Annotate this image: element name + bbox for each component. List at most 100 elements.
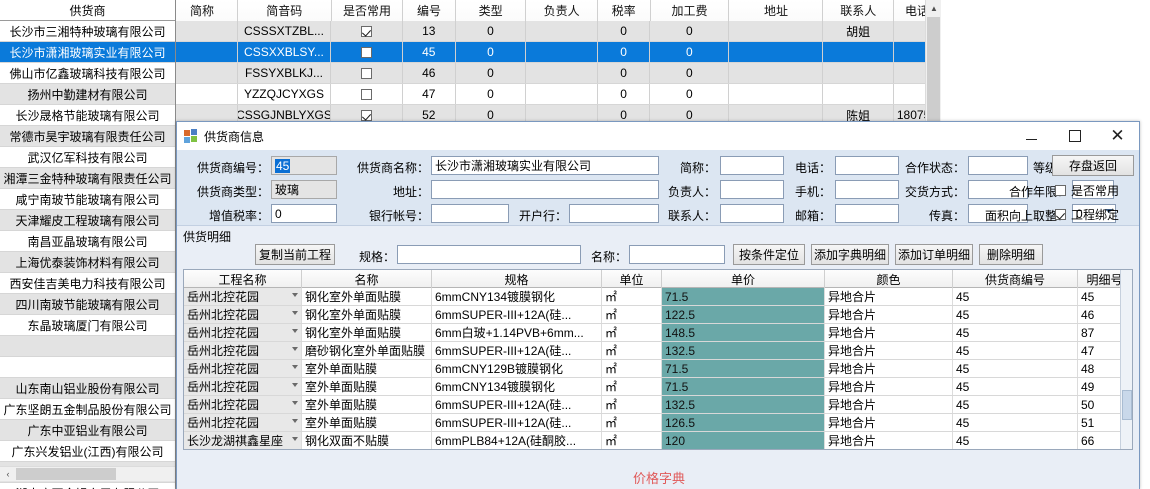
background-column-header[interactable]: 负责人 xyxy=(526,0,598,21)
chevron-down-icon[interactable] xyxy=(292,347,298,351)
sidebar-item[interactable] xyxy=(0,336,175,357)
is-common-checkbox[interactable] xyxy=(1055,185,1066,196)
delivery-input[interactable] xyxy=(968,180,1028,199)
sidebar-item[interactable] xyxy=(0,357,175,378)
is-common-checkbox[interactable] xyxy=(361,67,373,79)
locate-by-condition-button[interactable]: 按条件定位 xyxy=(733,244,805,265)
address-input[interactable] xyxy=(431,180,659,199)
detail-row[interactable]: 岳州北控花园 磨砂钢化室外单面贴膜 6mmSUPER-III+12A(硅... ㎡ 13… xyxy=(184,342,1132,360)
supplier-type-input[interactable]: 玻璃 xyxy=(271,180,337,199)
is-common-checkbox[interactable] xyxy=(361,109,373,121)
sidebar-item[interactable]: 山东南山铝业股份有限公司 xyxy=(0,378,175,399)
add-order-detail-button[interactable]: 添加订单明细 xyxy=(895,244,973,265)
sidebar-item[interactable]: 上海优泰装饰材料有限公司 xyxy=(0,252,175,273)
minimize-icon[interactable] xyxy=(1010,122,1053,150)
bank-acct-input[interactable] xyxy=(431,204,509,223)
area-round-select[interactable]: 0 xyxy=(1072,204,1116,223)
sidebar-item[interactable]: 四川南玻节能玻璃有限公司 xyxy=(0,294,175,315)
supplier-no-input[interactable]: 45 xyxy=(271,156,337,175)
sidebar-item[interactable]: 咸宁南玻节能玻璃有限公司 xyxy=(0,189,175,210)
background-column-header[interactable]: 地址 xyxy=(729,0,824,21)
sidebar-item[interactable]: 东晶玻璃厦门有限公司 xyxy=(0,315,175,336)
detail-row[interactable]: 岳州北控花园 钢化室外单面贴膜 6mmSUPER-III+12A(硅... ㎡ 122.… xyxy=(184,306,1132,324)
detail-column-header[interactable]: 名称 xyxy=(302,270,432,288)
background-column-header[interactable]: 联系人 xyxy=(823,0,894,21)
bank-name-input[interactable] xyxy=(569,204,659,223)
sidebar-horizontal-scrollbar[interactable]: ‹ xyxy=(0,466,175,481)
is-common-checkbox[interactable] xyxy=(361,46,373,58)
maximize-icon[interactable] xyxy=(1053,122,1096,150)
detail-cell-project[interactable]: 岳州北控花园 xyxy=(184,378,302,395)
owner-input[interactable] xyxy=(720,180,784,199)
project-bind-checkbox-row[interactable]: 工程绑定 xyxy=(1055,206,1119,223)
detail-cell-project[interactable]: 岳州北控花园 xyxy=(184,414,302,431)
detail-cell-project[interactable]: 岳州北控花园 xyxy=(184,288,302,305)
add-dict-detail-button[interactable]: 添加字典明细 xyxy=(811,244,889,265)
sidebar-item[interactable]: 广东兴发铝业(江西)有限公司 xyxy=(0,441,175,462)
detail-cell-project[interactable]: 长沙龙湖祺鑫星座 xyxy=(184,432,302,449)
sidebar-item[interactable]: 湘潭三金特种玻璃有限责任公司 xyxy=(0,168,175,189)
scroll-left-icon[interactable]: ‹ xyxy=(6,469,10,479)
chevron-down-icon[interactable] xyxy=(292,365,298,369)
coop-status-input[interactable] xyxy=(968,156,1028,175)
chevron-down-icon[interactable] xyxy=(292,419,298,423)
detail-row[interactable]: 岳州北控花园 室外单面贴膜 6mmSUPER-III+12A(硅... ㎡ 126.5 异… xyxy=(184,414,1132,432)
chevron-down-icon[interactable] xyxy=(292,311,298,315)
background-column-header[interactable]: 简称 xyxy=(167,0,238,21)
is-common-checkbox[interactable] xyxy=(361,25,373,37)
chevron-down-icon[interactable] xyxy=(292,437,298,441)
detail-column-header[interactable]: 工程名称 xyxy=(184,270,302,288)
sidebar-item[interactable]: 广东坚朗五金制品股份有限公司 xyxy=(0,399,175,420)
detail-row[interactable]: 岳州北控花园 室外单面贴膜 6mmSUPER-III+12A(硅... ㎡ 132.5 异… xyxy=(184,396,1132,414)
detail-cell-project[interactable]: 岳州北控花园 xyxy=(184,306,302,323)
detail-grid-vertical-scrollbar[interactable] xyxy=(1120,270,1132,449)
background-column-header[interactable]: 类型 xyxy=(455,0,527,21)
detail-cell-project[interactable]: 岳州北控花园 xyxy=(184,396,302,413)
copy-current-project-button[interactable]: 复制当前工程 xyxy=(255,244,335,265)
chevron-down-icon[interactable] xyxy=(292,293,298,297)
dialog-title-bar[interactable]: 供货商信息 ✕ xyxy=(177,122,1139,150)
mobile-input[interactable] xyxy=(835,180,899,199)
delete-detail-button[interactable]: 删除明细 xyxy=(979,244,1043,265)
project-bind-checkbox[interactable] xyxy=(1055,209,1066,220)
is-common-checkbox-row[interactable]: 是否常用 xyxy=(1055,182,1119,199)
spec-filter-input[interactable] xyxy=(397,245,581,264)
vat-input[interactable]: 0 xyxy=(271,204,337,223)
background-column-header[interactable]: 简音码 xyxy=(237,0,332,21)
background-column-header[interactable]: 是否常用 xyxy=(331,0,404,21)
phone-input[interactable] xyxy=(835,156,899,175)
detail-column-header[interactable]: 供货商编号 xyxy=(953,270,1078,288)
chevron-down-icon[interactable] xyxy=(292,383,298,387)
chevron-down-icon[interactable] xyxy=(292,329,298,333)
save-return-button[interactable]: 存盘返回 xyxy=(1052,155,1134,176)
sidebar-item[interactable]: 天津耀皮工程玻璃有限公司 xyxy=(0,210,175,231)
sidebar-item[interactable]: 佛山市亿鑫玻璃科技有限公司 xyxy=(0,63,175,84)
scroll-up-icon[interactable]: ▲ xyxy=(930,3,938,13)
sidebar-item[interactable]: 南昌亚晶玻璃有限公司 xyxy=(0,231,175,252)
close-icon[interactable]: ✕ xyxy=(1110,126,1125,145)
sidebar-item[interactable]: 湖南广亚全铝家居有限公司 xyxy=(0,483,175,489)
detail-column-header[interactable]: 颜色 xyxy=(825,270,953,288)
sidebar-scrollbar-thumb[interactable] xyxy=(16,468,116,480)
scrollbar-thumb[interactable] xyxy=(927,17,940,123)
name-filter-input[interactable] xyxy=(629,245,725,264)
detail-cell-project[interactable]: 岳州北控花园 xyxy=(184,360,302,377)
sidebar-item[interactable]: 长沙市三湘特种玻璃有限公司 xyxy=(0,21,175,42)
detail-scrollbar-thumb[interactable] xyxy=(1122,390,1132,420)
sidebar-item[interactable]: 广东中亚铝业有限公司 xyxy=(0,420,175,441)
sidebar-item[interactable]: 长沙晟格节能玻璃有限公司 xyxy=(0,105,175,126)
sidebar-item[interactable]: 武汉亿军科技有限公司 xyxy=(0,147,175,168)
sidebar-item[interactable]: 扬州中勤建材有限公司 xyxy=(0,84,175,105)
background-column-header[interactable]: 编号 xyxy=(403,0,456,21)
email-input[interactable] xyxy=(835,204,899,223)
detail-column-header[interactable]: 单位 xyxy=(602,270,662,288)
detail-column-header[interactable]: 单价 xyxy=(662,270,825,288)
background-column-header[interactable]: 税率 xyxy=(597,0,651,21)
sidebar-item[interactable]: 西安佳吉美电力科技有限公司 xyxy=(0,273,175,294)
sidebar-item[interactable]: 长沙市潇湘玻璃实业有限公司 xyxy=(0,42,175,63)
detail-row[interactable]: 岳州北控花园 钢化室外单面贴膜 6mm白玻+1.14PVB+6mm... ㎡ 148.5… xyxy=(184,324,1132,342)
fax-input[interactable] xyxy=(968,204,1028,223)
chevron-down-icon[interactable] xyxy=(292,401,298,405)
